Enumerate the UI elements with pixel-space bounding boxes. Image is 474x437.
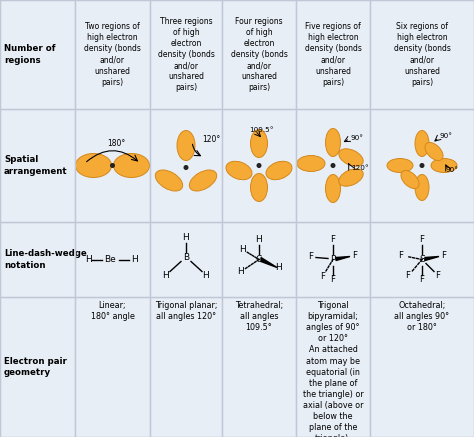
Bar — [0, 222, 75, 297]
Text: F: F — [436, 271, 440, 280]
Circle shape — [331, 164, 335, 167]
Bar — [222, 222, 296, 297]
Text: 120°: 120° — [202, 135, 220, 144]
Ellipse shape — [113, 153, 149, 177]
Circle shape — [111, 164, 114, 167]
Ellipse shape — [425, 142, 443, 160]
Bar — [222, 297, 296, 437]
Text: 90°: 90° — [446, 167, 459, 173]
Text: F: F — [441, 251, 447, 260]
Ellipse shape — [250, 173, 267, 201]
Ellipse shape — [189, 170, 217, 191]
Bar — [370, 297, 474, 437]
Bar — [75, 0, 150, 109]
Text: F: F — [330, 235, 336, 244]
Polygon shape — [261, 257, 277, 267]
Text: Tetrahedral;
all angles
109.5°: Tetrahedral; all angles 109.5° — [235, 301, 283, 332]
Text: Be: Be — [105, 255, 117, 264]
Text: Linear;
180° angle: Linear; 180° angle — [91, 301, 135, 321]
Bar — [150, 0, 222, 109]
Text: S: S — [419, 255, 425, 264]
Text: Trigonal
bipyramidal;
angles of 90°
or 120°
An attached
atom may be
equatorial (: Trigonal bipyramidal; angles of 90° or 1… — [302, 301, 364, 437]
Text: F: F — [309, 252, 313, 261]
Ellipse shape — [326, 128, 340, 156]
Bar — [296, 0, 370, 109]
Ellipse shape — [297, 156, 325, 171]
Bar — [370, 109, 474, 222]
Ellipse shape — [326, 174, 340, 202]
Text: F: F — [419, 235, 425, 244]
Text: C: C — [256, 255, 262, 264]
Bar — [75, 109, 150, 222]
Circle shape — [420, 164, 424, 167]
Text: H: H — [237, 267, 245, 276]
Text: Line-dash-wedge
notation: Line-dash-wedge notation — [4, 250, 87, 270]
Ellipse shape — [415, 131, 429, 156]
Ellipse shape — [177, 131, 195, 160]
Text: F: F — [405, 271, 410, 280]
Text: H: H — [275, 263, 283, 272]
Text: H: H — [255, 235, 263, 244]
Text: F: F — [330, 275, 336, 284]
Text: 109.5°: 109.5° — [249, 126, 273, 132]
Text: Octahedral;
all angles 90°
or 180°: Octahedral; all angles 90° or 180° — [394, 301, 449, 332]
Text: Two regions of
high electron
density (bonds
and/or
unshared
pairs): Two regions of high electron density (bo… — [84, 22, 141, 87]
Ellipse shape — [401, 170, 419, 188]
Text: H: H — [131, 255, 138, 264]
Text: Trigonal planar;
all angles 120°: Trigonal planar; all angles 120° — [155, 301, 217, 321]
Ellipse shape — [250, 129, 267, 157]
Bar — [296, 297, 370, 437]
Text: H: H — [240, 245, 246, 254]
Text: F: F — [399, 251, 403, 260]
Bar — [0, 109, 75, 222]
Bar — [0, 297, 75, 437]
Text: H: H — [85, 255, 92, 264]
Ellipse shape — [339, 149, 363, 166]
Text: F: F — [419, 275, 425, 284]
Circle shape — [184, 166, 188, 169]
Text: F: F — [353, 251, 357, 260]
Ellipse shape — [75, 153, 111, 177]
Text: Six regions of
high electron
density (bonds
and/or
unshared
pairs): Six regions of high electron density (bo… — [393, 22, 450, 87]
Bar — [370, 0, 474, 109]
Bar — [222, 0, 296, 109]
Polygon shape — [425, 257, 439, 260]
Text: Number of
regions: Number of regions — [4, 45, 55, 65]
Polygon shape — [336, 257, 350, 260]
Text: F: F — [320, 272, 326, 281]
Text: 90°: 90° — [351, 135, 364, 141]
Text: Spatial
arrangement: Spatial arrangement — [4, 156, 68, 176]
Ellipse shape — [431, 159, 457, 173]
Text: H: H — [202, 271, 210, 280]
Bar — [296, 109, 370, 222]
Ellipse shape — [226, 161, 252, 180]
Text: 120°: 120° — [351, 164, 369, 170]
Text: Four regions
of high
electron
density (bonds
and/or
unshared
pairs): Four regions of high electron density (b… — [230, 17, 287, 92]
Ellipse shape — [339, 169, 363, 186]
Text: B: B — [183, 253, 189, 262]
Text: P: P — [330, 255, 336, 264]
Text: Electron pair
geometry: Electron pair geometry — [4, 357, 67, 377]
Text: 180°: 180° — [108, 139, 126, 148]
Bar — [222, 109, 296, 222]
Bar — [75, 222, 150, 297]
Text: Five regions of
high electron
density (bonds
and/or
unshared
pairs): Five regions of high electron density (b… — [305, 22, 362, 87]
Text: 90°: 90° — [440, 133, 453, 139]
Bar — [370, 222, 474, 297]
Bar — [150, 109, 222, 222]
Ellipse shape — [155, 170, 182, 191]
Ellipse shape — [266, 161, 292, 180]
Text: H: H — [182, 233, 190, 242]
Bar — [150, 297, 222, 437]
Text: H: H — [163, 271, 169, 280]
Bar — [0, 0, 75, 109]
Circle shape — [257, 164, 261, 167]
Bar — [150, 222, 222, 297]
Ellipse shape — [387, 159, 413, 173]
Ellipse shape — [415, 174, 429, 201]
Bar — [296, 222, 370, 297]
Text: Three regions
of high
electron
density (bonds
and/or
unshared
pairs): Three regions of high electron density (… — [157, 17, 214, 92]
Bar — [75, 297, 150, 437]
